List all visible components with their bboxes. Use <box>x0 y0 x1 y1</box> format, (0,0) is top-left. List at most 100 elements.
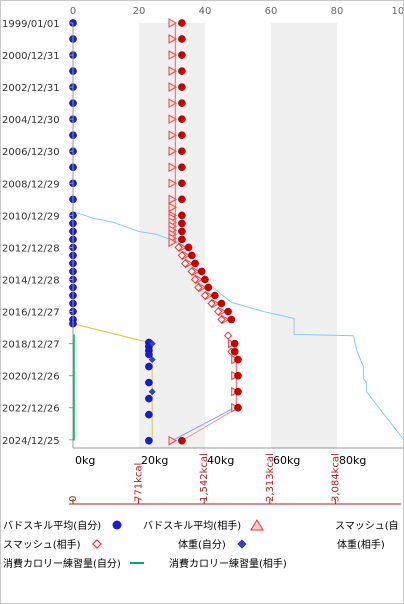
skill-opp-point <box>145 362 153 371</box>
smash-self-point <box>168 237 178 248</box>
weight-self-point <box>178 227 186 236</box>
date-tick-label: 2014/12/28 <box>2 275 60 286</box>
weight-self-point <box>178 115 186 123</box>
kg-tick-label: 0kg <box>75 454 95 467</box>
date-tick-label: 2012/12/28 <box>2 243 60 254</box>
legend-item-skill-self: バドスキル平均(自分) <box>3 517 127 532</box>
date-tick-label: 1999/01/01 <box>2 19 60 30</box>
weight-self-point <box>224 307 232 316</box>
skill-opp-point <box>145 410 153 419</box>
legend-label-smash-opp: スマッシュ(相手) <box>3 540 81 551</box>
legend-label-skill-self: バドスキル平均(自分) <box>3 521 102 532</box>
smash-self-point <box>168 194 178 205</box>
weight-self-point <box>178 163 186 172</box>
weight-self-point <box>178 131 186 140</box>
converge-line-2 <box>181 407 239 442</box>
date-tick-label: 2024/12/25 <box>2 436 60 447</box>
smash-opp-point <box>200 291 210 300</box>
weight-opp-point <box>148 388 156 396</box>
calorie-tick-label: 771kcal <box>134 463 145 502</box>
smash-self-point <box>168 82 178 92</box>
weight-self-point <box>234 387 242 396</box>
smash-opp-point <box>217 315 226 324</box>
smash-self-point <box>168 162 178 173</box>
smash-self-point <box>168 114 178 125</box>
weight-self-point <box>178 67 186 75</box>
skill-opp-point <box>145 350 153 359</box>
calorie-tick-label: 1,542kcal <box>199 453 210 502</box>
kg-tick-label: 20kg <box>141 454 168 467</box>
smash-self-point <box>168 66 178 76</box>
smash-self-point <box>168 50 178 60</box>
date-tick-label: 2004/12/30 <box>2 115 60 126</box>
legend: バドスキル平均(自分) バドスキル平均(相手) スマッシュ(自 スマッシュ(相手… <box>3 517 403 574</box>
smash-opp-point <box>207 299 216 308</box>
weight-self-point <box>178 211 186 220</box>
calorie-tick-label: 3,084kcal <box>330 453 341 502</box>
smash-self-point <box>168 146 178 157</box>
legend-item-calorie-self: 消費カロリー練習量(自分) <box>3 555 147 570</box>
smash-opp-point <box>187 267 197 276</box>
weight-self-point <box>178 99 186 107</box>
weight-self-point <box>227 315 236 324</box>
weight-opp-point <box>148 356 156 364</box>
smash-self-point <box>168 202 178 213</box>
smash-opp-point <box>177 251 187 260</box>
date-tick-label: 2010/12/29 <box>2 211 60 222</box>
skill-opp-point <box>145 436 153 445</box>
weight-self-point <box>234 371 242 380</box>
date-tick-label: 2000/12/31 <box>2 51 60 62</box>
smash-opp-point <box>223 331 233 340</box>
skill-opp-point <box>145 378 153 387</box>
legend-label-skill-opp: バドスキル平均(相手) <box>143 521 242 532</box>
skill-opp-point <box>145 394 153 403</box>
kg-tick-label: 40kg <box>207 454 234 467</box>
skill-transition-line <box>72 323 150 343</box>
weight-self-point <box>178 19 186 27</box>
weight-self-point <box>187 251 196 260</box>
legend-row-2: スマッシュ(相手) 体重(自分) 体重(相手) <box>3 536 403 555</box>
legend-item-skill-opp: バドスキル平均(相手) <box>143 517 267 532</box>
weight-self-point <box>230 347 239 356</box>
top-tick-label: 100 <box>391 6 403 17</box>
blue-diamond-icon <box>237 538 247 549</box>
red-diamond-icon <box>91 538 102 549</box>
weight-opp-point <box>148 340 156 348</box>
calorie-self-line <box>72 210 404 440</box>
weight-self-point <box>178 219 186 228</box>
converge-line-1 <box>171 407 235 442</box>
weight-self-point <box>178 235 186 244</box>
axes: 0 20 40 60 80 100 1999/01/01 2000/12/31 2002/12/… <box>2 6 404 505</box>
data-marks <box>69 18 242 446</box>
calorie-tick-label: 0 <box>68 496 79 502</box>
weight-self-point <box>234 355 242 364</box>
weight-self-point <box>234 403 242 412</box>
calorie-tick-label: 2,313kcal <box>265 453 276 502</box>
weight-self-point <box>178 51 186 59</box>
chart: 0 20 40 60 80 100 1999/01/01 2000/12/31 2002/12/… <box>2 6 404 505</box>
legend-label-calorie-opp: 消費カロリー練習量(相手) <box>169 559 287 570</box>
smash-self-point <box>168 34 178 44</box>
legend-item-calorie-opp: 消費カロリー練習量(相手) <box>169 555 287 570</box>
smash-self-point <box>168 18 178 28</box>
weight-self-point <box>184 243 193 252</box>
date-tick-label: 2006/12/30 <box>2 147 60 158</box>
blue-circle-icon <box>112 520 122 529</box>
weight-self-point <box>191 259 199 268</box>
smash-opp-point <box>194 283 203 292</box>
legend-item-weight-opp: 体重(相手) <box>337 536 385 551</box>
weight-self-point <box>178 147 186 156</box>
kg-tick-label: 60kg <box>273 454 300 467</box>
top-tick-label: 80 <box>331 6 344 17</box>
weight-self-point <box>178 35 186 43</box>
legend-item-smash-self: スマッシュ(自 <box>335 517 399 532</box>
date-tick-label: 2008/12/29 <box>2 179 60 190</box>
weight-self-point <box>178 436 186 445</box>
smash-self-point <box>168 130 178 141</box>
top-tick-label: 20 <box>133 6 146 17</box>
weight-self-point <box>204 283 213 292</box>
date-tick-label: 2002/12/31 <box>2 83 60 94</box>
smash-opp-point <box>190 275 200 284</box>
smash-opp-point <box>213 307 223 316</box>
top-tick-label: 60 <box>265 6 278 17</box>
